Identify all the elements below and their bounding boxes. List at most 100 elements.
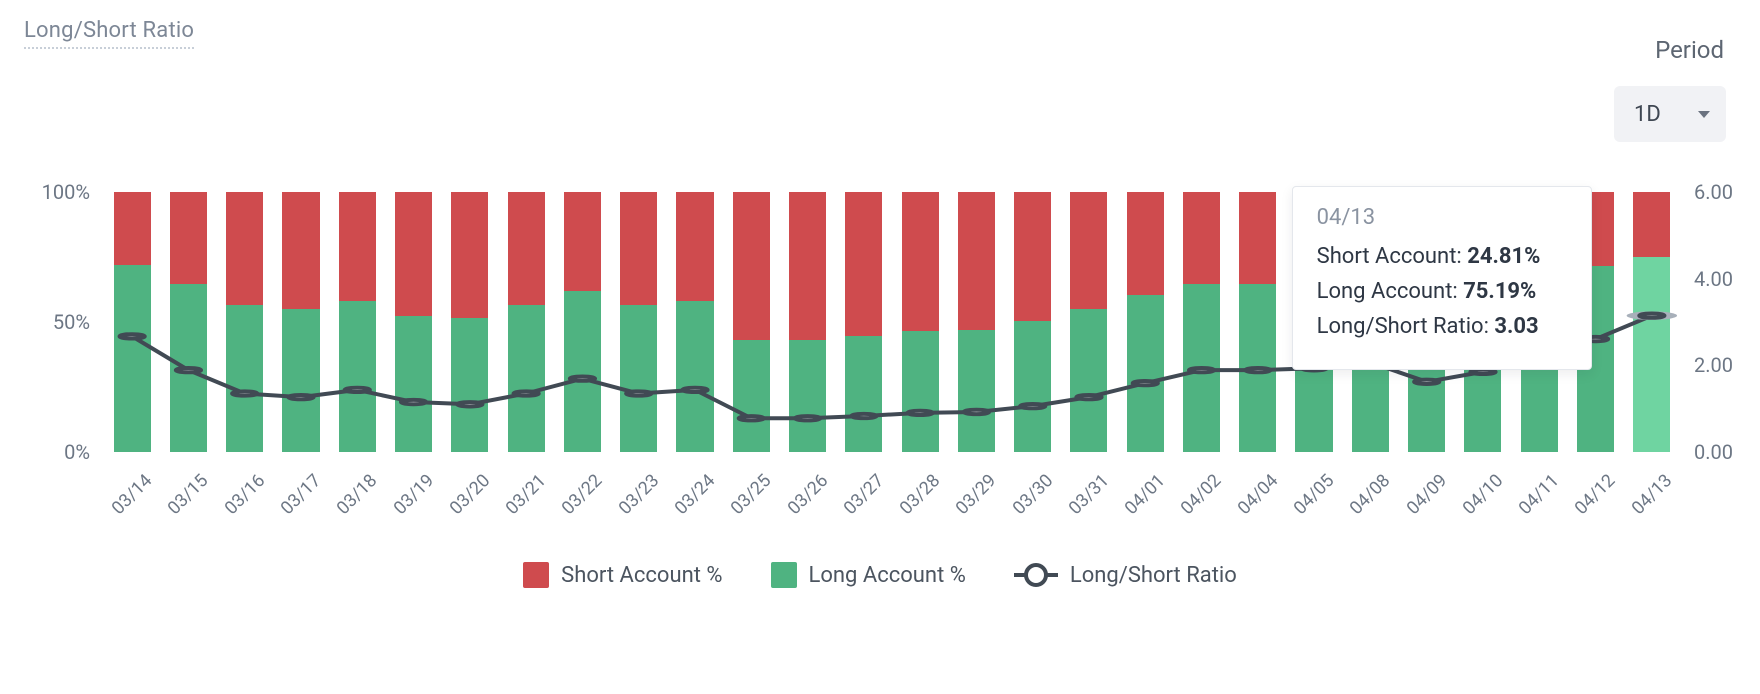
bar-column[interactable]: [329, 192, 385, 452]
bar-segment-short: [1239, 192, 1276, 284]
bar-segment-short: [339, 192, 376, 301]
bar-segment-short: [282, 192, 319, 309]
chevron-down-icon: [1698, 111, 1710, 118]
bar-segment-short: [114, 192, 151, 265]
bar-segment-long: [395, 316, 432, 453]
bar-segment-long: [620, 305, 657, 452]
tooltip-row-long: Long Account: 75.19%: [1317, 279, 1567, 304]
y-left-tick-0: 0%: [10, 440, 90, 464]
period-label: Period: [1655, 36, 1724, 64]
bar-column[interactable]: [160, 192, 216, 452]
x-tick-label: 03/17: [277, 470, 326, 519]
bar-column[interactable]: [892, 192, 948, 452]
bar-column[interactable]: [1005, 192, 1061, 452]
x-tick-label: 04/12: [1571, 470, 1620, 519]
tooltip-row-short: Short Account: 24.81%: [1317, 244, 1567, 269]
bar-segment-short: [395, 192, 432, 316]
bar-segment-long: [1070, 309, 1107, 452]
bar-segment-short: [676, 192, 713, 301]
bar-column[interactable]: [273, 192, 329, 452]
bar-segment-long: [508, 305, 545, 452]
y-right-tick-2: 2.00: [1694, 353, 1754, 377]
bar-column[interactable]: [1230, 192, 1286, 452]
tooltip-date: 04/13: [1317, 205, 1567, 230]
x-tick-label: 03/27: [839, 470, 888, 519]
period-select[interactable]: 1D: [1614, 86, 1726, 142]
panel-title: Long/Short Ratio: [24, 18, 194, 49]
bar-segment-long: [1239, 284, 1276, 452]
bar-segment-long: [170, 284, 207, 452]
bar-segment-short: [958, 192, 995, 330]
bar-segment-short: [451, 192, 488, 318]
y-right-tick-6: 6.00: [1694, 180, 1754, 204]
bar-segment-long: [282, 309, 319, 452]
bar-segment-short: [620, 192, 657, 305]
x-tick-label: 04/01: [1121, 470, 1170, 519]
y-left-tick-50: 50%: [10, 310, 90, 334]
x-tick-label: 03/19: [389, 470, 438, 519]
legend-item-long: Long Account %: [771, 562, 966, 588]
bar-segment-short: [1127, 192, 1164, 295]
x-tick-label: 03/30: [1008, 470, 1057, 519]
bar-column[interactable]: [217, 192, 273, 452]
bar-column[interactable]: [836, 192, 892, 452]
y-left-tick-100: 100%: [10, 180, 90, 204]
bar-segment-short: [1070, 192, 1107, 309]
bar-column[interactable]: [723, 192, 779, 452]
legend-label-long: Long Account %: [809, 563, 966, 588]
bar-segment-long: [339, 301, 376, 452]
bar-column[interactable]: [1173, 192, 1229, 452]
x-tick-label: 04/02: [1177, 470, 1226, 519]
x-tick-label: 03/29: [952, 470, 1001, 519]
x-tick-label: 03/22: [558, 470, 607, 519]
bar-column[interactable]: [1117, 192, 1173, 452]
bar-column[interactable]: [667, 192, 723, 452]
bar-column[interactable]: [779, 192, 835, 452]
bar-segment-short: [789, 192, 826, 340]
long-short-ratio-panel: Long/Short Ratio Period 1D 100% 50% 0% 6…: [0, 0, 1760, 694]
legend-line-icon: [1014, 565, 1058, 585]
bar-segment-long: [958, 330, 995, 452]
x-tick-label: 04/08: [1346, 470, 1395, 519]
chart-tooltip: 04/13 Short Account: 24.81% Long Account…: [1292, 186, 1592, 370]
bar-segment-short: [733, 192, 770, 340]
bar-column[interactable]: [104, 192, 160, 452]
bar-column[interactable]: [554, 192, 610, 452]
bar-column[interactable]: [442, 192, 498, 452]
y-right-tick-4: 4.00: [1694, 267, 1754, 291]
bar-segment-long: [1183, 284, 1220, 452]
x-tick-label: 04/09: [1402, 470, 1451, 519]
legend-label-ratio: Long/Short Ratio: [1070, 563, 1237, 588]
x-axis-labels: 03/1403/1503/1603/1703/1803/1903/2003/21…: [104, 466, 1680, 536]
x-tick-label: 04/13: [1627, 470, 1676, 519]
bar-segment-short: [902, 192, 939, 331]
x-tick-label: 03/16: [220, 470, 269, 519]
legend-swatch-long: [771, 562, 797, 588]
bar-segment-long: [733, 340, 770, 452]
x-tick-label: 03/20: [445, 470, 494, 519]
bar-column[interactable]: [385, 192, 441, 452]
bar-segment-long: [1127, 295, 1164, 452]
bar-segment-short: [1014, 192, 1051, 321]
bar-column[interactable]: [1061, 192, 1117, 452]
x-tick-label: 04/05: [1290, 470, 1339, 519]
bar-segment-long: [789, 340, 826, 452]
x-tick-label: 03/26: [783, 470, 832, 519]
bar-segment-long: [451, 318, 488, 452]
bar-column[interactable]: [611, 192, 667, 452]
bar-column[interactable]: [948, 192, 1004, 452]
x-tick-label: 04/04: [1233, 470, 1282, 519]
bar-column[interactable]: [1624, 192, 1680, 452]
x-tick-label: 03/31: [1065, 470, 1114, 519]
bar-segment-short: [508, 192, 545, 305]
bar-segment-long: [845, 336, 882, 452]
bar-segment-long: [1014, 321, 1051, 452]
tooltip-row-ratio: Long/Short Ratio: 3.03: [1317, 314, 1567, 339]
bar-column[interactable]: [498, 192, 554, 452]
chart-legend: Short Account % Long Account % Long/Shor…: [0, 562, 1760, 588]
x-tick-label: 03/21: [502, 470, 551, 519]
legend-item-short: Short Account %: [523, 562, 722, 588]
y-right-tick-0: 0.00: [1694, 440, 1754, 464]
bar-segment-long: [226, 305, 263, 452]
x-tick-label: 03/25: [727, 470, 776, 519]
